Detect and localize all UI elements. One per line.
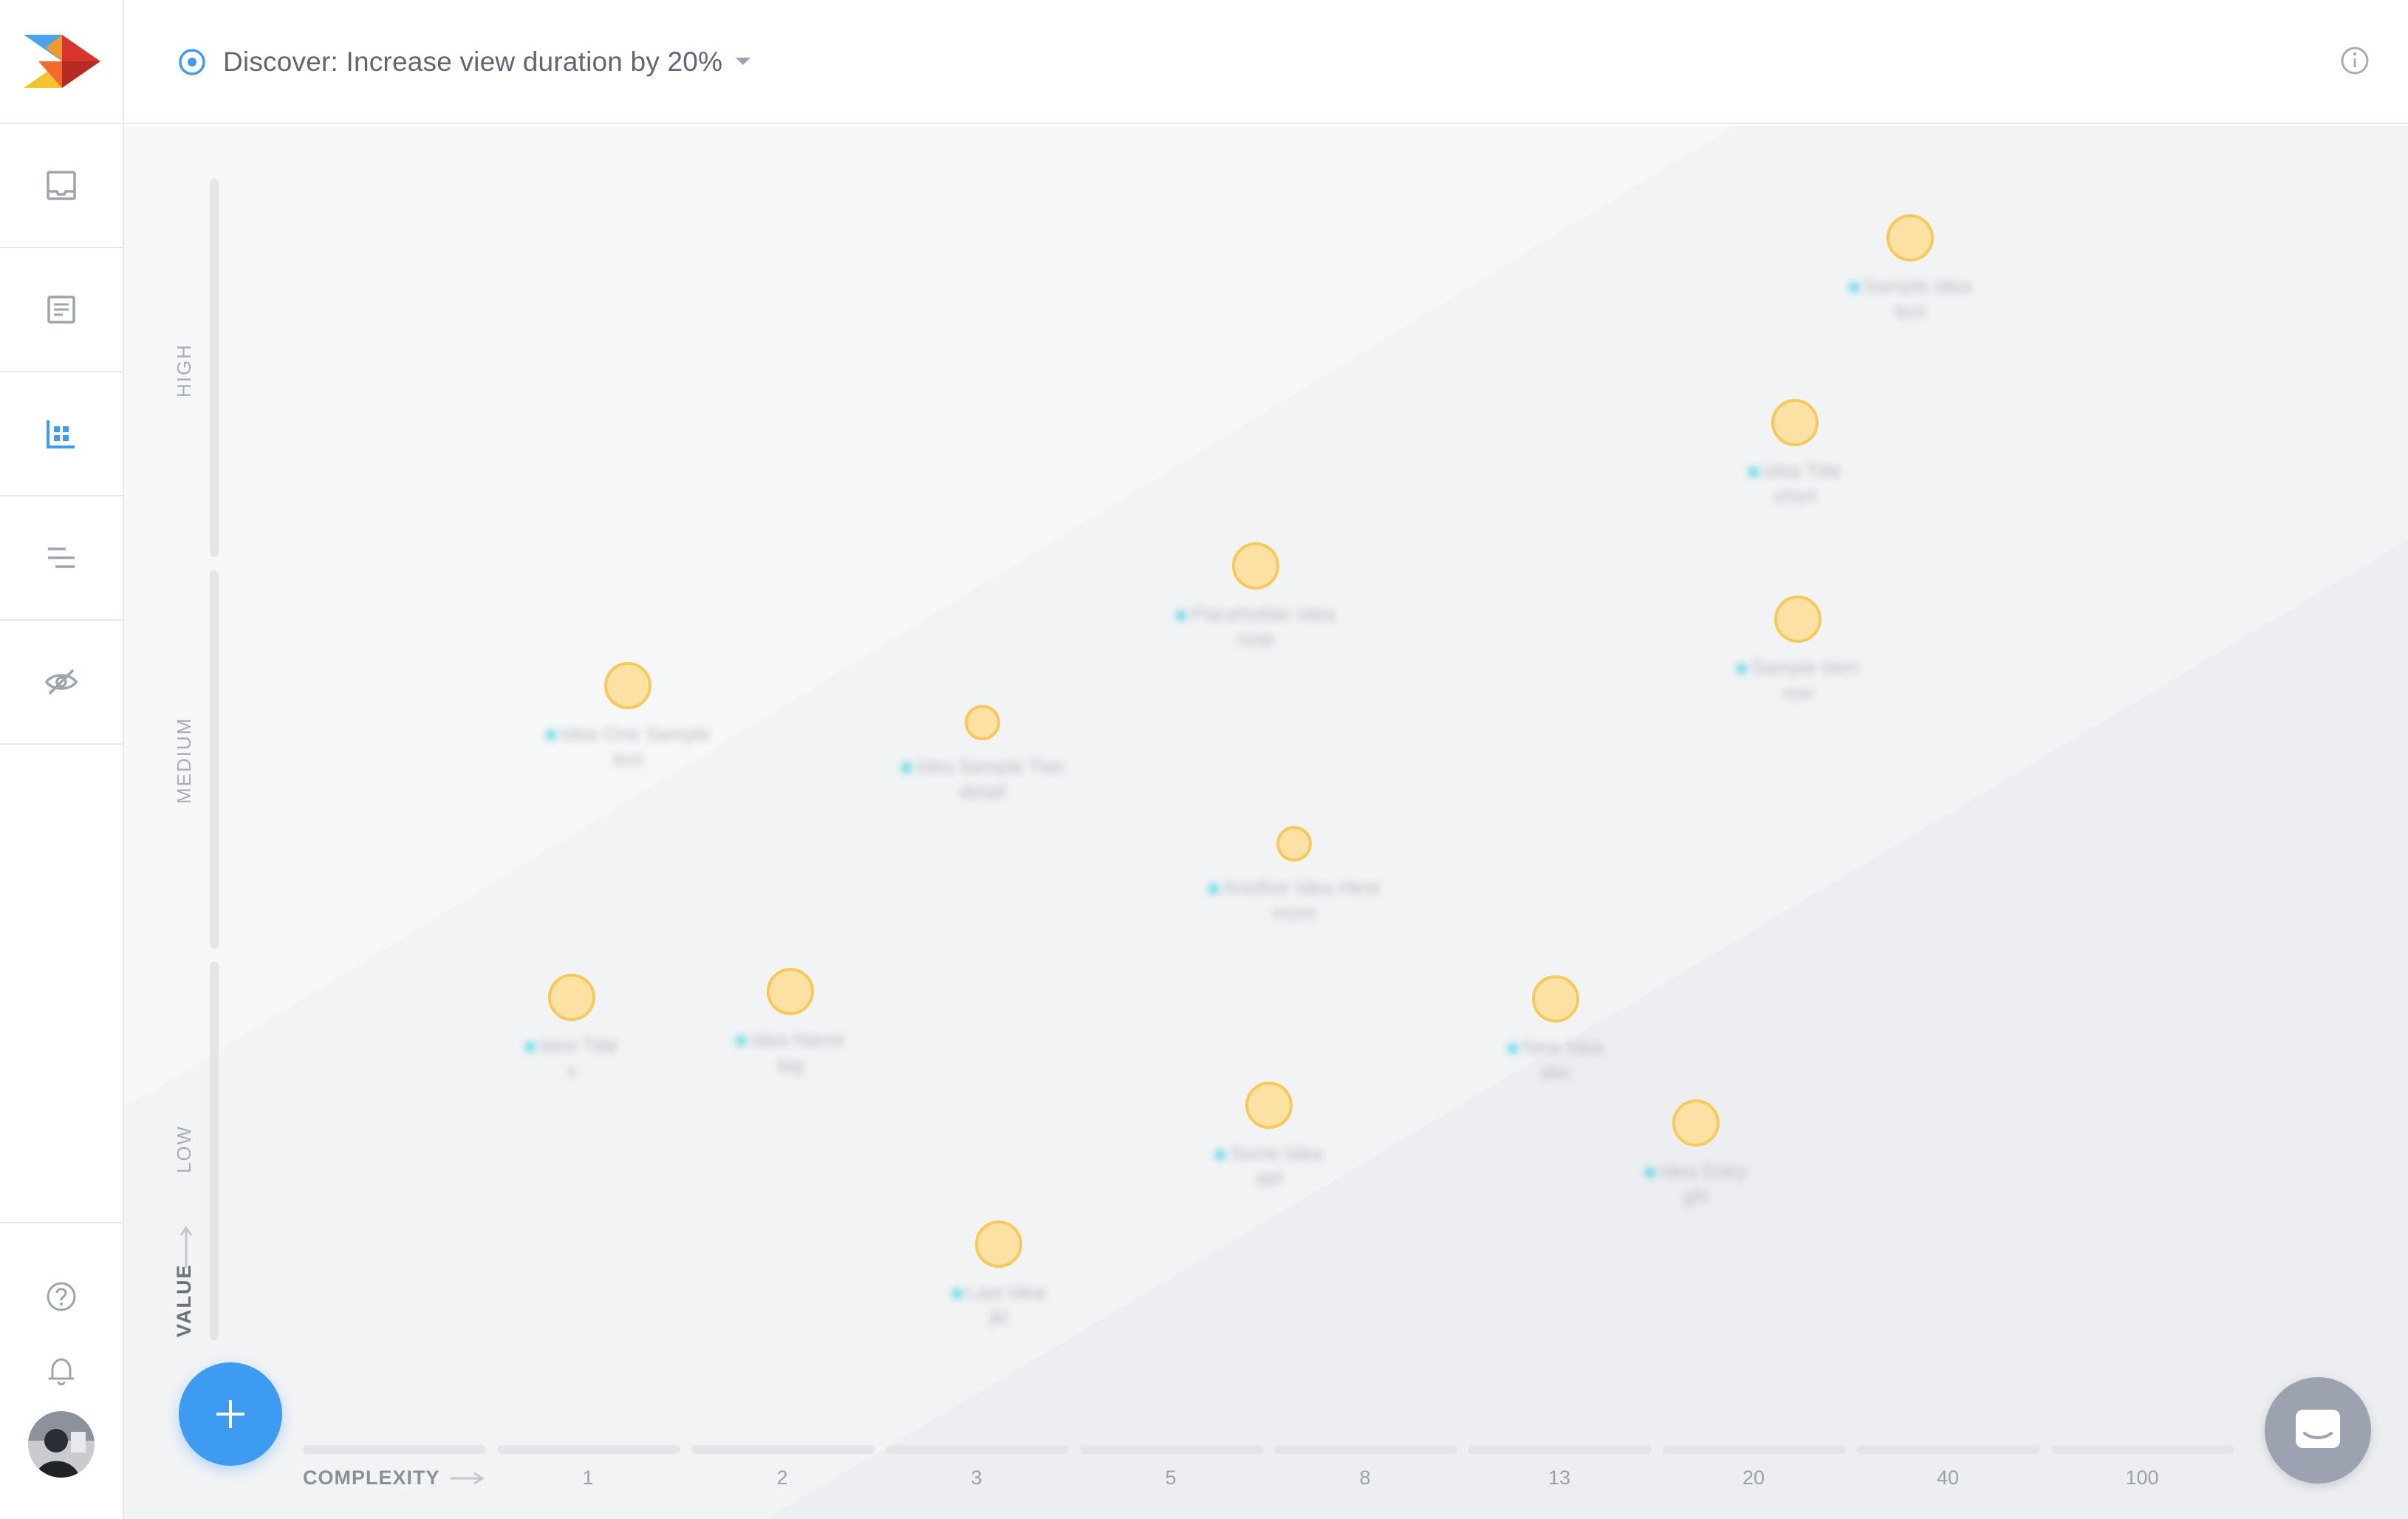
document-icon (47, 296, 75, 324)
y-axis-title: VALUE (173, 1263, 195, 1337)
goal-selector[interactable]: Discover: Increase view duration by 20% (177, 41, 751, 83)
info-icon (2341, 47, 2369, 75)
user-avatar[interactable] (28, 1411, 95, 1478)
x-tick: 13 (1547, 1467, 1571, 1489)
idea-marker (1232, 542, 1279, 590)
target-icon (179, 49, 205, 75)
idea-label: Idea Sample Two detail (886, 754, 1078, 804)
logo-icon (24, 35, 100, 88)
idea-label: New Idea abc (1460, 1034, 1652, 1085)
idea-marker (1245, 1082, 1293, 1129)
chat-icon (2296, 1410, 2340, 1448)
notifications-button[interactable] (47, 1355, 76, 1391)
idea-label: Some Idea def (1173, 1141, 1365, 1191)
x-axis-title: COMPLEXITY (303, 1467, 485, 1489)
x-tick: 3 (971, 1467, 982, 1489)
x-axis-segment (1468, 1445, 1652, 1454)
idea-marker (548, 974, 595, 1021)
x-tick: 5 (1165, 1467, 1177, 1489)
x-tick: 2 (776, 1467, 788, 1489)
add-idea-button[interactable] (179, 1362, 282, 1466)
avatar-image (28, 1411, 95, 1478)
y-axis-high-bar (210, 179, 219, 557)
goal-title: Discover: Increase view duration by 20% (223, 47, 723, 77)
idea-label: Sample Idea text (1814, 273, 2006, 324)
x-axis-segment (886, 1445, 1069, 1454)
inbox-icon (47, 171, 76, 200)
idea-label: Sample Item row (1702, 655, 1894, 705)
x-axis-segment (2051, 1445, 2234, 1454)
y-axis-medium-bar (210, 570, 219, 949)
arrow-right-icon (450, 1472, 485, 1484)
idea-marker (965, 705, 1000, 740)
idea-marker (1276, 826, 1312, 861)
idea-label: Idea Name tag (694, 1027, 886, 1077)
y-level-high: HIGH (173, 344, 195, 397)
x-tick: 100 (2125, 1467, 2159, 1489)
matrix-background (124, 126, 2408, 1519)
idea-marker (767, 968, 814, 1015)
x-tick: 8 (1359, 1467, 1371, 1489)
x-axis-segment (1663, 1445, 1846, 1454)
sidebar-item-inbox[interactable] (0, 124, 123, 248)
y-level-medium: MEDIUM (173, 717, 195, 804)
bell-icon (48, 1358, 75, 1386)
top-header: Discover: Increase view duration by 20% (124, 0, 2408, 124)
idea-label: Another Idea Here more (1198, 875, 1390, 925)
x-axis-title-text: COMPLEXITY (303, 1467, 440, 1489)
sidebar-item-matrix[interactable] (0, 372, 123, 496)
idea-label: Idea One Sample text (532, 721, 724, 771)
prioritization-matrix: HIGH MEDIUM LOW VALUE COMPLEXITY 1 2 3 5… (124, 126, 2408, 1519)
sidebar-item-roadmap[interactable] (0, 496, 123, 621)
sidebar (0, 0, 124, 1519)
idea-marker (1887, 214, 1934, 262)
idea-marker (1672, 1099, 1720, 1147)
idea-marker (1774, 595, 1822, 643)
sidebar-item-hidden[interactable] (0, 621, 123, 745)
app-logo[interactable] (0, 0, 124, 124)
sidebar-bottom (0, 1222, 123, 1386)
idea-label: Last Idea jkl (903, 1280, 1095, 1330)
roadmap-icon (48, 547, 75, 568)
x-axis-segment (1274, 1445, 1457, 1454)
x-axis-segment (303, 1445, 486, 1454)
x-tick: 40 (1936, 1467, 1960, 1489)
x-tick: 20 (1742, 1467, 1765, 1489)
idea-label: Idea Title short (1699, 458, 1891, 508)
arrow-up-icon (179, 1226, 193, 1268)
idea-label: Placeholder Idea note (1160, 601, 1352, 652)
help-icon (47, 1282, 76, 1311)
hidden-icon (44, 669, 78, 695)
x-axis-segment (1857, 1445, 2040, 1454)
plus-icon (216, 1400, 244, 1428)
x-axis-segment (1080, 1445, 1263, 1454)
help-button[interactable] (46, 1281, 77, 1316)
matrix-icon (47, 420, 75, 448)
idea-marker (975, 1221, 1022, 1268)
x-tick: 1 (582, 1467, 594, 1489)
idea-marker (604, 662, 651, 709)
x-axis-segment (691, 1445, 875, 1454)
chat-launcher-button[interactable] (2265, 1377, 2371, 1484)
idea-marker (1532, 975, 1579, 1023)
sidebar-item-documents[interactable] (0, 248, 123, 372)
idea-label: Idea Entry ghi (1600, 1158, 1792, 1209)
y-axis-low-bar (210, 962, 219, 1340)
y-level-low: LOW (173, 1124, 195, 1173)
idea-label: Item Title x (476, 1033, 668, 1083)
x-axis-segment (497, 1445, 680, 1454)
info-button[interactable] (2340, 46, 2370, 79)
idea-marker (1771, 399, 1819, 446)
chevron-down-icon (736, 58, 751, 65)
